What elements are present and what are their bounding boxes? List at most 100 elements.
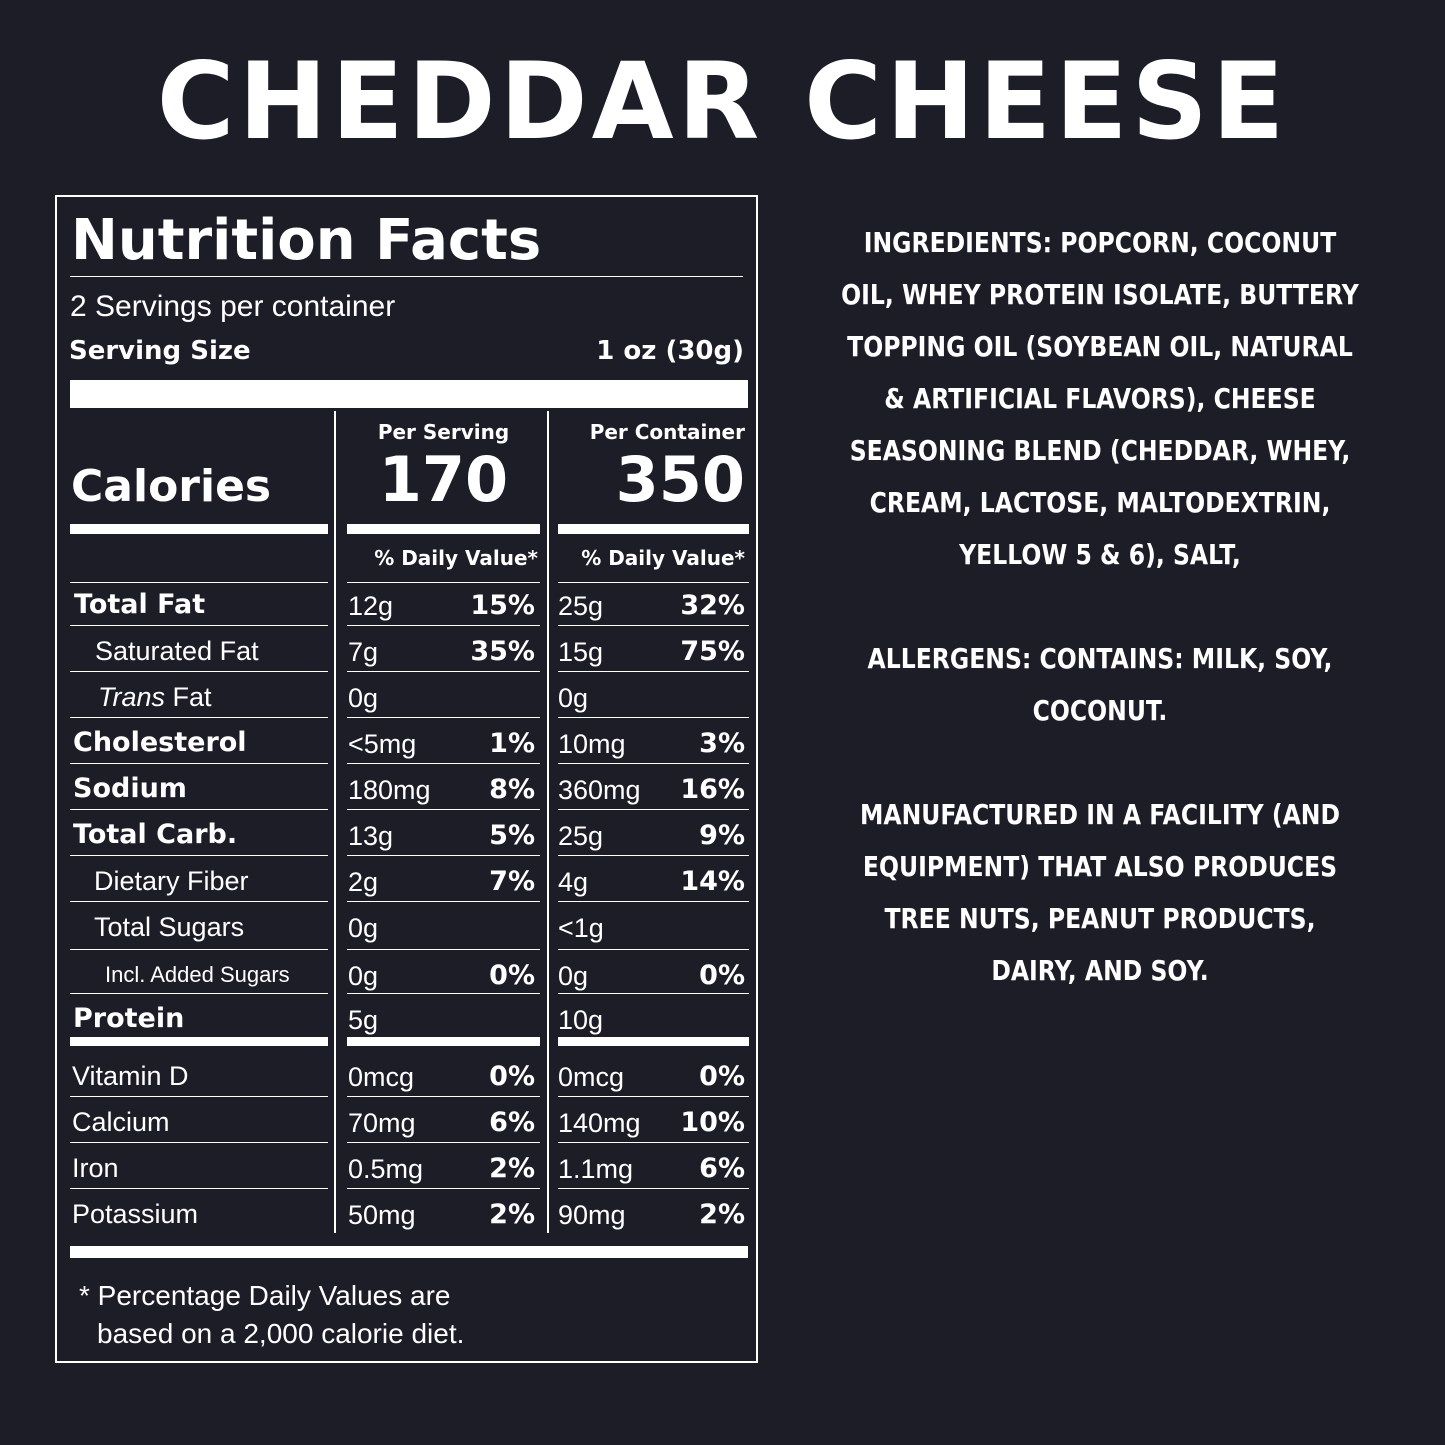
- row-divider: [558, 763, 749, 764]
- servings-per-container: 2 Servings per container: [70, 290, 396, 323]
- protein-divider: [558, 1037, 749, 1046]
- nutrient-amount: 15g: [558, 637, 604, 667]
- nutrient-name-text: Saturated Fat: [95, 636, 259, 666]
- row-divider: [347, 855, 540, 856]
- daily-value-percent: 16%: [680, 774, 745, 805]
- nutrient-name-text: Incl. Added Sugars: [105, 962, 290, 987]
- nutrient-name: Dietary Fiber: [94, 865, 249, 897]
- row-divider: [347, 993, 540, 994]
- row-divider: [347, 901, 540, 902]
- daily-value-percent: 1%: [489, 728, 535, 759]
- nutrient-name: Total Carb.: [73, 819, 237, 851]
- nutrient-name-text: Cholesterol: [73, 727, 247, 758]
- row-divider: [347, 949, 540, 950]
- facility-text: MANUFACTURED IN A FACILITY (AND EQUIPMEN…: [859, 798, 1341, 987]
- nutrient-amount: 5g: [348, 1005, 379, 1035]
- nutrient-name-text: Iron: [72, 1153, 119, 1183]
- nutrient-name: Saturated Fat: [95, 635, 259, 667]
- column-divider: [547, 411, 549, 1233]
- per-container-label: Per Container: [589, 420, 745, 444]
- daily-value-percent: 0%: [699, 1061, 745, 1092]
- daily-value-percent: 2%: [699, 1199, 745, 1230]
- calories-per-container: 350: [615, 443, 745, 516]
- row-divider: [70, 763, 328, 764]
- daily-value-percent: 3%: [699, 728, 745, 759]
- nutrition-facts-heading: Nutrition Facts: [71, 208, 542, 273]
- daily-value-percent: 0%: [489, 1061, 535, 1092]
- row-divider: [70, 901, 328, 902]
- row-divider: [558, 855, 749, 856]
- daily-value-header-container: % Daily Value*: [581, 546, 745, 570]
- nutrient-amount: 360mg: [558, 775, 641, 805]
- calories-label: Calories: [71, 461, 272, 512]
- row-divider: [70, 1096, 328, 1097]
- nutrient-name-text: Total Carb.: [73, 819, 238, 850]
- calories-divider: [70, 524, 328, 534]
- row-divider: [70, 1188, 328, 1189]
- nutrient-name-text: Dietary Fiber: [94, 866, 249, 896]
- daily-value-percent: 10%: [680, 1107, 745, 1138]
- row-divider: [347, 1188, 540, 1189]
- protein-divider: [70, 1037, 328, 1046]
- row-divider: [347, 717, 540, 718]
- nutrient-amount: 0g: [558, 683, 589, 713]
- nutrient-name-text: Calcium: [72, 1107, 170, 1137]
- nutrient-amount: 12g: [348, 591, 394, 621]
- nutrient-amount: 2g: [348, 867, 379, 897]
- thick-divider: [70, 380, 748, 408]
- row-divider: [347, 763, 540, 764]
- nutrient-name-text: Protein: [73, 1003, 185, 1034]
- daily-value-percent: 35%: [470, 636, 535, 667]
- nutrient-name-text: Total Fat: [74, 589, 206, 620]
- row-divider: [558, 809, 749, 810]
- nutrient-amount: <1g: [558, 913, 604, 943]
- nutrient-name: Trans Fat: [98, 681, 212, 713]
- divider: [70, 276, 743, 277]
- daily-value-percent: 7%: [489, 866, 535, 897]
- nutrient-name-text: Sodium: [73, 773, 187, 804]
- row-divider: [347, 1142, 540, 1143]
- row-divider: [70, 809, 328, 810]
- footnote-line: based on a 2,000 calorie diet.: [97, 1318, 465, 1349]
- column-divider: [334, 411, 336, 1233]
- daily-value-percent: 6%: [699, 1153, 745, 1184]
- row-divider: [558, 1188, 749, 1189]
- daily-value-percent: 9%: [699, 820, 745, 851]
- nutrient-amount: 180mg: [348, 775, 431, 805]
- nutrient-amount: 70mg: [348, 1108, 416, 1138]
- nutrient-amount: 0g: [348, 683, 379, 713]
- daily-value-percent: 6%: [489, 1107, 535, 1138]
- daily-value-percent: 5%: [489, 820, 535, 851]
- nutrient-name: Cholesterol: [73, 727, 247, 759]
- serving-size-value: 1 oz (30g): [596, 336, 744, 366]
- row-divider: [558, 901, 749, 902]
- calories-divider: [347, 524, 540, 534]
- row-divider: [558, 717, 749, 718]
- row-divider: [70, 625, 328, 626]
- daily-value-percent: 0%: [489, 960, 535, 991]
- nutrient-amount: 50mg: [348, 1200, 416, 1230]
- row-divider: [70, 671, 328, 672]
- daily-value-percent: 2%: [489, 1199, 535, 1230]
- allergens-text: ALLERGENS: CONTAINS: MILK, SOY, COCONUT.: [867, 642, 1333, 727]
- footnote-line: * Percentage Daily Values are: [79, 1280, 451, 1311]
- row-divider: [347, 809, 540, 810]
- protein-divider: [347, 1037, 540, 1046]
- daily-value-percent: 14%: [680, 866, 745, 897]
- nutrient-amount: 25g: [558, 821, 604, 851]
- product-title: CHEDDAR CHEESE: [156, 40, 1289, 163]
- serving-size-label: Serving Size: [69, 336, 251, 366]
- daily-value-percent: 8%: [489, 774, 535, 805]
- nutrient-amount: 90mg: [558, 1200, 626, 1230]
- nutrient-name-text: Fat: [172, 682, 212, 712]
- nutrient-amount: 10mg: [558, 729, 626, 759]
- row-divider: [558, 1142, 749, 1143]
- row-divider: [70, 582, 328, 583]
- row-divider: [70, 717, 328, 718]
- row-divider: [558, 1096, 749, 1097]
- row-divider: [558, 671, 749, 672]
- daily-value-header-serving: % Daily Value*: [374, 546, 538, 570]
- nutrient-amount: 25g: [558, 591, 604, 621]
- nutrient-name: Sodium: [73, 773, 187, 805]
- nutrient-amount: 10g: [558, 1005, 604, 1035]
